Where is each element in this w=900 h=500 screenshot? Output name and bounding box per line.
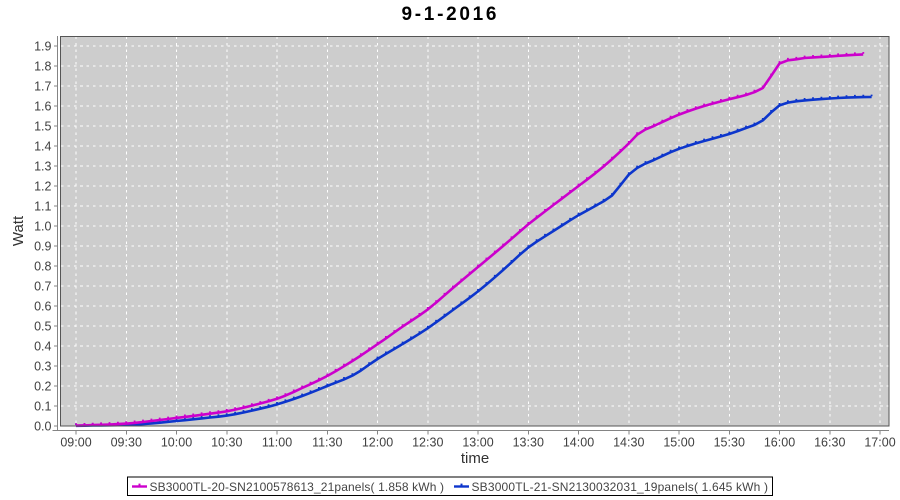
svg-text:1.6: 1.6 [34,99,51,113]
svg-text:1.0: 1.0 [34,219,51,233]
svg-text:Watt: Watt [10,215,27,246]
svg-text:13:00: 13:00 [462,436,493,450]
svg-text:9-1-2016: 9-1-2016 [402,4,497,25]
svg-text:11:00: 11:00 [262,436,292,450]
svg-text:1.3: 1.3 [34,159,51,173]
svg-text:16:30: 16:30 [814,436,845,450]
svg-text:16:00: 16:00 [764,436,795,450]
svg-text:15:30: 15:30 [714,436,745,450]
svg-text:1.2: 1.2 [34,179,51,193]
svg-text:17:00: 17:00 [864,436,895,450]
svg-text:0.2: 0.2 [34,379,51,393]
svg-text:14:00: 14:00 [563,436,594,450]
svg-text:10:00: 10:00 [161,436,192,450]
svg-text:0.4: 0.4 [34,339,51,353]
svg-text:09:30: 09:30 [111,436,142,450]
svg-text:14:30: 14:30 [613,436,644,450]
svg-text:0.0: 0.0 [34,419,51,433]
svg-text:1.1: 1.1 [34,199,51,213]
svg-text:1.8: 1.8 [34,59,51,73]
svg-text:10:30: 10:30 [211,436,242,450]
svg-text:0.9: 0.9 [34,239,51,253]
svg-text:0.1: 0.1 [34,399,51,413]
svg-text:13:30: 13:30 [513,436,544,450]
svg-text:12:30: 12:30 [412,436,443,450]
svg-text:SB3000TL-21-SN2130032031_19pan: SB3000TL-21-SN2130032031_19panels( 1.645… [472,480,769,494]
svg-text:0.6: 0.6 [34,299,51,313]
svg-text:SB3000TL-20-SN2100578613_21pan: SB3000TL-20-SN2100578613_21panels( 1.858… [150,480,445,494]
svg-text:1.7: 1.7 [34,79,51,93]
svg-text:0.8: 0.8 [34,259,51,273]
svg-text:0.3: 0.3 [34,359,51,373]
svg-text:11:30: 11:30 [312,436,342,450]
svg-text:0.5: 0.5 [34,319,51,333]
svg-text:time: time [461,450,489,467]
svg-text:1.5: 1.5 [34,119,51,133]
svg-text:12:00: 12:00 [362,436,393,450]
svg-text:15:00: 15:00 [663,436,694,450]
svg-text:09:00: 09:00 [60,436,91,450]
svg-text:0.7: 0.7 [34,279,51,293]
svg-text:1.9: 1.9 [34,39,51,53]
svg-text:1.4: 1.4 [34,139,51,153]
